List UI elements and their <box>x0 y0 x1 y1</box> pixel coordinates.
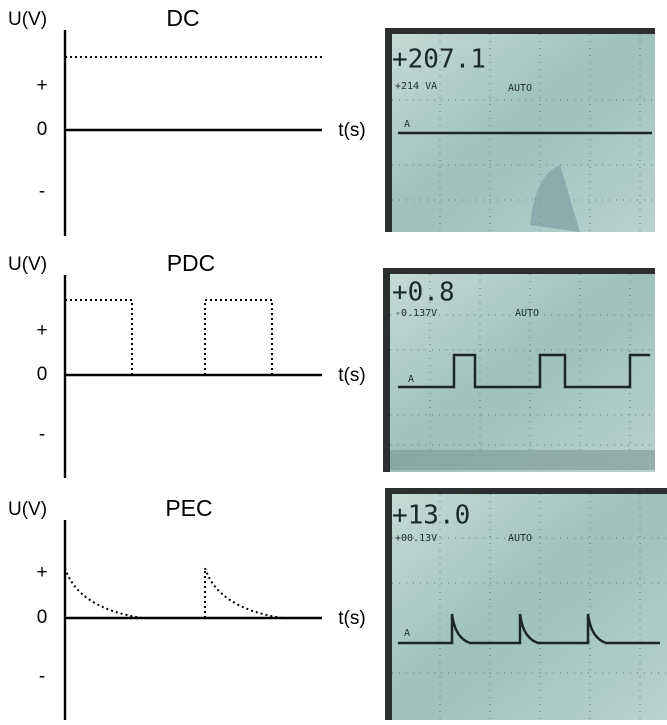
y-axis-label: U(V) <box>8 254 47 275</box>
trace <box>398 353 650 389</box>
screen-sub: -0.137V <box>395 308 437 319</box>
scope-photo: +0.8 -0.137V AUTO A <box>383 268 655 472</box>
screen-readout: +207.1 <box>392 45 486 75</box>
glare <box>530 165 580 232</box>
screen-sub: +00.13V <box>395 533 437 544</box>
y-axis-label: U(V) <box>8 499 47 520</box>
screen <box>383 268 655 472</box>
screen-channel: A <box>408 374 414 385</box>
y-axis-label: U(V) <box>8 9 47 30</box>
plus-label: + <box>36 75 47 96</box>
x-axis-label: t(s) <box>338 608 365 629</box>
waveform <box>65 299 273 375</box>
screen-readout: +0.8 <box>392 278 455 308</box>
screen-sub: +214 VA <box>395 81 437 92</box>
screen-channel: A <box>404 119 410 130</box>
screen <box>385 28 655 232</box>
screen-mode: AUTO <box>515 308 539 319</box>
plus-label: + <box>36 320 47 341</box>
plus-label: + <box>36 562 47 583</box>
grid <box>392 494 667 720</box>
menu-bar <box>390 450 655 470</box>
x-axis-label: t(s) <box>338 120 365 141</box>
panel-dc: U(V) DC + 0 - t(s) +207.1 +214 VA AUTO A <box>8 5 655 236</box>
panel-title: PEC <box>165 495 212 521</box>
zero-label: 0 <box>37 119 48 140</box>
panel-pec: U(V) PEC + 0 - t(s) +13.0 +00.13V AUTO A <box>8 488 667 720</box>
screen-mode: AUTO <box>508 533 532 544</box>
screen-readout: +13.0 <box>392 501 470 531</box>
panel-pdc: U(V) PDC + 0 - t(s) +0.8 -0.137V AUTO A <box>8 250 655 478</box>
trace <box>398 613 660 645</box>
zero-label: 0 <box>37 364 48 385</box>
zero-label: 0 <box>37 607 48 628</box>
screen <box>385 488 667 720</box>
screen-mode: AUTO <box>508 83 532 94</box>
minus-label: - <box>39 424 45 445</box>
minus-label: - <box>39 666 45 687</box>
screen-channel: A <box>404 628 410 639</box>
panel-title: PDC <box>167 250 216 276</box>
x-axis-label: t(s) <box>338 365 365 386</box>
scope-photo: +13.0 +00.13V AUTO A <box>385 488 667 720</box>
minus-label: - <box>39 181 45 202</box>
panel-title: DC <box>166 5 199 31</box>
waveform <box>64 567 283 619</box>
scope-photo: +207.1 +214 VA AUTO A <box>385 28 655 232</box>
